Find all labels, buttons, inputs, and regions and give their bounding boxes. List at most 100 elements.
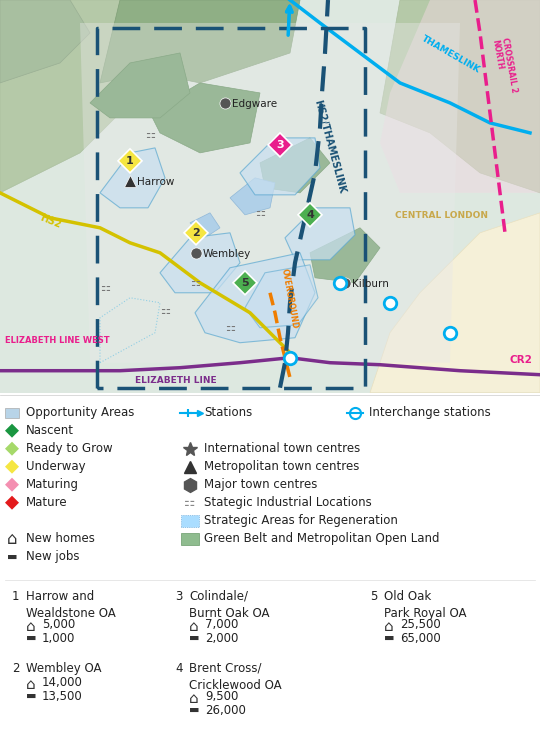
Text: Opportunity Areas: Opportunity Areas: [26, 406, 134, 419]
Text: 3: 3: [276, 140, 284, 150]
Polygon shape: [285, 208, 355, 260]
Text: Mature: Mature: [26, 496, 68, 509]
Polygon shape: [195, 252, 315, 343]
Polygon shape: [90, 53, 190, 118]
Bar: [181, 515, 199, 527]
Text: Harrow: Harrow: [137, 177, 174, 187]
Polygon shape: [80, 23, 460, 363]
Text: ⚏: ⚏: [145, 130, 155, 140]
Text: ⌂: ⌂: [26, 677, 36, 692]
Text: ⌂: ⌂: [189, 619, 199, 633]
Text: ▬: ▬: [189, 633, 199, 643]
Text: ⚏: ⚏: [225, 323, 235, 333]
Polygon shape: [310, 228, 380, 283]
Text: Maturing: Maturing: [26, 478, 79, 491]
Bar: [181, 533, 199, 545]
Text: New jobs: New jobs: [26, 550, 79, 563]
Text: 1: 1: [126, 156, 134, 166]
Text: 2: 2: [12, 661, 19, 675]
Text: ELIZABETH LINE: ELIZABETH LINE: [135, 376, 217, 385]
Text: ⚏: ⚏: [100, 283, 110, 293]
Text: HS2: HS2: [38, 212, 62, 230]
Text: CROSSRAIL 2
NORTH: CROSSRAIL 2 NORTH: [490, 37, 519, 95]
Text: Edgware: Edgware: [232, 99, 277, 109]
Text: ⚏: ⚏: [184, 496, 195, 509]
Text: HS2/THAMESLINK: HS2/THAMESLINK: [312, 99, 347, 195]
Polygon shape: [268, 133, 292, 157]
Text: ▬: ▬: [6, 552, 17, 562]
Text: Green Belt and Metropolitan Open Land: Green Belt and Metropolitan Open Land: [204, 532, 440, 545]
Text: 3: 3: [175, 589, 183, 603]
Text: ⌂: ⌂: [26, 619, 36, 633]
Text: OVERGROUND: OVERGROUND: [280, 268, 300, 330]
Polygon shape: [230, 178, 275, 215]
Text: ▬: ▬: [384, 633, 395, 643]
Text: 4: 4: [306, 210, 314, 219]
Polygon shape: [100, 148, 165, 208]
Polygon shape: [370, 213, 540, 393]
Text: Stations: Stations: [204, 406, 252, 419]
Text: ▬: ▬: [26, 633, 37, 643]
Text: ⚏: ⚏: [160, 306, 170, 316]
Text: CR2: CR2: [510, 355, 533, 365]
Text: Nascent: Nascent: [26, 424, 74, 437]
Text: Old Oak
Park Royal OA: Old Oak Park Royal OA: [384, 589, 467, 619]
Text: ▬: ▬: [189, 705, 199, 715]
Polygon shape: [233, 271, 257, 295]
Text: ▬: ▬: [26, 691, 37, 701]
Text: Wembley: Wembley: [203, 249, 251, 259]
Text: Underway: Underway: [26, 460, 86, 473]
Text: 65,000: 65,000: [400, 632, 441, 644]
Text: Brent Cross/
Cricklewood OA: Brent Cross/ Cricklewood OA: [189, 661, 282, 691]
Text: 5: 5: [370, 589, 377, 603]
Text: 1: 1: [12, 589, 19, 603]
Text: 5,000: 5,000: [42, 618, 75, 631]
Polygon shape: [184, 221, 208, 245]
Text: 5: 5: [241, 277, 249, 288]
Text: ⚏: ⚏: [255, 208, 265, 218]
Text: 13,500: 13,500: [42, 690, 83, 703]
Polygon shape: [380, 0, 540, 193]
Text: 9,500: 9,500: [205, 690, 238, 702]
Polygon shape: [260, 138, 330, 193]
Bar: [5, 408, 19, 418]
Polygon shape: [150, 83, 260, 153]
Text: 26,000: 26,000: [205, 704, 246, 716]
Polygon shape: [5, 495, 19, 509]
Polygon shape: [160, 233, 240, 293]
Polygon shape: [245, 265, 318, 328]
Text: THAMESLINK: THAMESLINK: [420, 34, 482, 75]
Text: 2: 2: [192, 228, 200, 238]
Text: Colindale/
Burnt Oak OA: Colindale/ Burnt Oak OA: [189, 589, 269, 619]
Text: Kilburn: Kilburn: [352, 279, 389, 288]
Text: New homes: New homes: [26, 532, 95, 545]
Text: ⌂: ⌂: [6, 530, 17, 548]
Text: CENTRAL LONDON: CENTRAL LONDON: [395, 211, 488, 219]
Text: ⌂: ⌂: [384, 619, 394, 633]
Polygon shape: [240, 138, 320, 195]
Text: Ready to Grow: Ready to Grow: [26, 442, 113, 455]
Text: ⌂: ⌂: [189, 691, 199, 705]
Text: ⚏: ⚏: [190, 277, 200, 288]
Polygon shape: [380, 0, 540, 193]
Polygon shape: [0, 0, 160, 193]
Text: Interchange stations: Interchange stations: [369, 406, 491, 419]
Polygon shape: [0, 0, 540, 393]
Text: International town centres: International town centres: [204, 442, 360, 455]
Polygon shape: [190, 213, 220, 238]
Text: 4: 4: [175, 661, 183, 675]
Text: Harrow and
Wealdstone OA: Harrow and Wealdstone OA: [26, 589, 116, 619]
Text: Major town centres: Major town centres: [204, 478, 318, 491]
Polygon shape: [118, 149, 142, 173]
Text: 2,000: 2,000: [205, 632, 238, 644]
Text: Stategic Industrial Locations: Stategic Industrial Locations: [204, 496, 372, 509]
Text: Wembley OA: Wembley OA: [26, 661, 102, 675]
Text: Strategic Areas for Regeneration: Strategic Areas for Regeneration: [204, 515, 398, 527]
Polygon shape: [5, 424, 19, 437]
Text: 7,000: 7,000: [205, 618, 238, 631]
Text: 14,000: 14,000: [42, 676, 83, 689]
Text: ELIZABETH LINE WEST: ELIZABETH LINE WEST: [5, 335, 110, 345]
Text: Metropolitan town centres: Metropolitan town centres: [204, 460, 360, 473]
Polygon shape: [0, 0, 90, 83]
Text: 1,000: 1,000: [42, 632, 76, 644]
